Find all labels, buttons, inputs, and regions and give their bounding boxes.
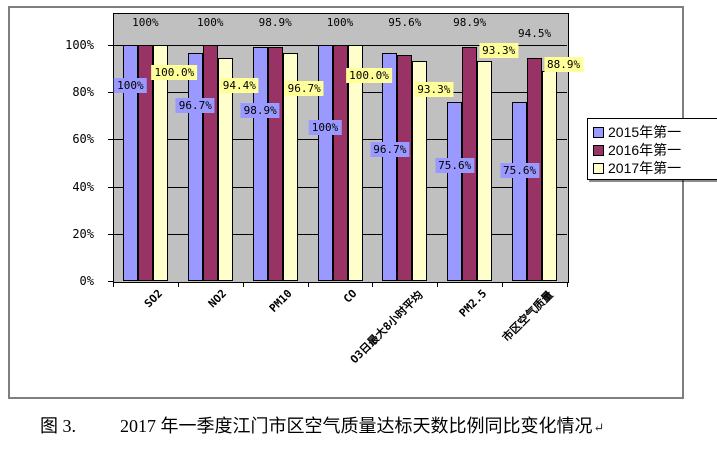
- x-axis-tick: [567, 282, 568, 287]
- bar: [347, 44, 363, 281]
- bar: [282, 52, 298, 281]
- bar-value-label: 98.9%: [258, 15, 292, 29]
- category-label: PM2.5: [456, 287, 489, 320]
- x-axis-tick: [372, 282, 374, 287]
- bar-value-label: 96.7%: [370, 142, 410, 158]
- bar: [512, 102, 528, 281]
- category-label: O3日最大8小时平均: [347, 288, 426, 367]
- bar: [187, 52, 203, 281]
- category-label: CO: [340, 287, 360, 306]
- bar: [202, 44, 218, 281]
- bar-value-label: 88.9%: [544, 56, 584, 72]
- bar-value-label: 100%: [308, 120, 342, 136]
- caption-text: 2017 年一季度江门市区空气质量达标天数比例同比变化情况: [120, 416, 593, 436]
- y-axis-tick-label: 20%: [72, 226, 94, 241]
- bar: [412, 60, 428, 281]
- category-label: SO2: [141, 287, 165, 311]
- bar-value-label: 96.7%: [175, 97, 215, 113]
- y-axis-tick: [108, 233, 113, 235]
- legend-label: 2017年第一: [608, 160, 682, 176]
- legend-swatch-icon: [593, 126, 604, 138]
- x-axis-tick: [242, 282, 244, 287]
- x-axis-tick: [307, 282, 309, 287]
- category-label: PM10: [266, 287, 295, 315]
- x-axis-tick: [502, 282, 504, 287]
- bar: [267, 47, 283, 281]
- legend-label: 2015年第一: [608, 124, 682, 140]
- bar-value-label: 98.9%: [453, 15, 487, 29]
- y-axis-tick-label: 40%: [72, 179, 94, 194]
- x-axis-tick: [113, 282, 114, 287]
- bar-value-label: 96.7%: [284, 80, 324, 96]
- bar-value-label: 100.0%: [346, 67, 392, 83]
- legend-swatch-icon: [593, 144, 604, 156]
- legend: 2015年第一 2016年第一 2017年第一: [587, 118, 717, 180]
- bar-value-label: 94.5%: [518, 26, 552, 40]
- bar: [477, 60, 493, 281]
- category-label: 市区空气质量: [499, 288, 556, 345]
- y-axis-tick: [108, 139, 113, 141]
- y-axis-tick: [108, 186, 113, 188]
- y-axis-tick-label: 0%: [79, 274, 94, 288]
- y-axis-tick: [108, 281, 113, 282]
- bar: [332, 44, 348, 281]
- legend-label: 2016年第一: [608, 142, 682, 158]
- x-axis-tick: [177, 282, 179, 287]
- y-axis-tick-label: 60%: [72, 132, 94, 147]
- bar-value-label: 95.6%: [388, 15, 422, 29]
- x-axis-tick: [437, 282, 439, 287]
- bar-value-label: 100%: [114, 77, 147, 93]
- bar: [382, 52, 398, 281]
- legend-swatch-icon: [593, 162, 604, 174]
- legend-item: 2016年第一: [593, 141, 717, 159]
- bar-value-label: 93.3%: [479, 42, 519, 58]
- bar-value-label: 98.9%: [240, 102, 280, 118]
- bar-value-label: 100%: [326, 15, 354, 29]
- legend-item: 2015年第一: [593, 123, 717, 141]
- bar-value-label: 75.6%: [500, 162, 540, 178]
- bar-value-label: 94.4%: [219, 77, 259, 93]
- y-axis-tick-label: 100%: [65, 37, 94, 52]
- bar: [542, 71, 558, 281]
- bar: [217, 58, 233, 281]
- bar-value-label: 75.6%: [435, 157, 475, 173]
- bar-value-label: 100.0%: [151, 64, 198, 80]
- bar: [152, 44, 168, 281]
- bar-value-label: 100%: [132, 15, 159, 29]
- bar: [137, 44, 153, 281]
- y-axis-tick: [108, 92, 113, 94]
- category-label: NO2: [206, 287, 230, 311]
- bar-value-label: 93.3%: [414, 82, 454, 98]
- legend-item: 2017年第一: [593, 159, 717, 177]
- figure-number: 图 3.: [40, 416, 76, 436]
- figure-caption: 图 3. 2017 年一季度江门市区空气质量达标天数比例同比变化情况↵: [40, 412, 700, 438]
- paragraph-mark-icon: ↵: [593, 420, 605, 435]
- bar: [397, 55, 413, 281]
- bar: [447, 102, 463, 281]
- bar: [317, 44, 333, 281]
- bar-value-label: 100%: [197, 15, 224, 29]
- bar: [122, 44, 138, 281]
- y-axis-tick-label: 80%: [72, 85, 94, 100]
- y-axis-tick: [108, 44, 113, 46]
